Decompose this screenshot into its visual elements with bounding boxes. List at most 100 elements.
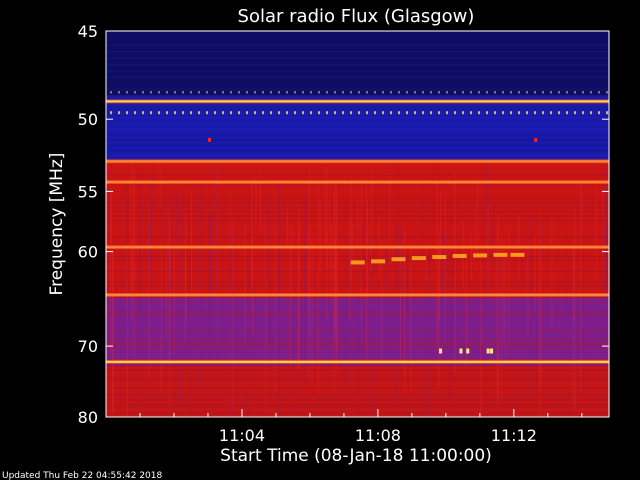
time-streak bbox=[436, 176, 438, 348]
interference-dot bbox=[374, 111, 376, 115]
interference-dot bbox=[598, 111, 600, 115]
burst-segment bbox=[350, 260, 365, 265]
time-streak bbox=[433, 162, 435, 249]
time-streak bbox=[131, 238, 133, 324]
interference-dot bbox=[486, 91, 488, 94]
channel-line bbox=[106, 353, 609, 355]
interference-dot bbox=[294, 91, 296, 94]
channel-line bbox=[106, 288, 609, 290]
time-streak bbox=[209, 217, 211, 331]
interference-dot bbox=[398, 111, 400, 115]
time-streak bbox=[268, 209, 270, 344]
time-streak bbox=[474, 203, 476, 273]
time-streak bbox=[540, 211, 542, 388]
time-streak bbox=[407, 221, 409, 317]
channel-line bbox=[106, 394, 609, 396]
interference-dot bbox=[382, 91, 384, 94]
time-streak bbox=[317, 172, 319, 394]
channel-line bbox=[106, 252, 609, 254]
interference-dot bbox=[190, 91, 192, 94]
time-streak bbox=[551, 217, 553, 332]
interference-dot bbox=[438, 91, 440, 94]
interference-dot bbox=[174, 111, 176, 115]
time-streak bbox=[438, 242, 440, 321]
interference-dot bbox=[494, 91, 496, 94]
time-streak bbox=[427, 250, 429, 417]
time-streak bbox=[319, 201, 321, 274]
channel-line bbox=[106, 123, 609, 125]
channel-line bbox=[106, 174, 609, 176]
interference-dot bbox=[462, 91, 464, 94]
time-streak bbox=[503, 240, 505, 342]
channel-line bbox=[106, 37, 609, 40]
channel-line bbox=[106, 403, 609, 405]
time-streak bbox=[255, 174, 257, 224]
channel-line bbox=[106, 134, 609, 136]
burst-segment bbox=[473, 253, 488, 258]
y-axis-label: Frequency [MHz] bbox=[47, 153, 67, 296]
bright-dot bbox=[490, 348, 494, 354]
interference-dot bbox=[430, 111, 432, 115]
channel-line bbox=[106, 358, 609, 360]
time-streak bbox=[112, 245, 114, 413]
time-streak bbox=[336, 192, 338, 346]
interference-dot bbox=[478, 111, 480, 115]
interference-dot bbox=[358, 91, 360, 94]
interference-dot bbox=[574, 91, 576, 94]
time-streak bbox=[404, 227, 406, 395]
time-streak bbox=[126, 184, 128, 353]
interference-dot bbox=[534, 111, 536, 115]
burst-segment bbox=[391, 257, 406, 262]
time-streak bbox=[581, 192, 583, 235]
channel-line bbox=[106, 64, 609, 66]
channel-line bbox=[106, 396, 609, 398]
time-streak bbox=[454, 172, 456, 373]
time-streak bbox=[133, 176, 135, 362]
interference-dot bbox=[390, 111, 392, 115]
time-streak bbox=[230, 213, 232, 322]
burst-segment bbox=[432, 255, 447, 260]
time-streak bbox=[173, 250, 175, 354]
time-streak bbox=[163, 182, 165, 247]
interference-dot bbox=[302, 111, 304, 115]
interference-dot bbox=[470, 91, 472, 94]
time-streak bbox=[334, 239, 336, 340]
time-streak bbox=[396, 161, 398, 293]
bright-line bbox=[106, 160, 609, 163]
time-streak bbox=[274, 193, 276, 392]
time-streak bbox=[231, 219, 233, 408]
time-streak bbox=[602, 194, 604, 266]
channel-line bbox=[106, 379, 609, 381]
time-streak bbox=[138, 223, 140, 403]
time-streak bbox=[329, 180, 331, 269]
time-streak bbox=[107, 168, 109, 303]
time-streak bbox=[487, 204, 489, 299]
channel-line bbox=[106, 405, 609, 408]
channel-line bbox=[106, 274, 609, 276]
time-streak bbox=[440, 192, 442, 262]
interference-dot bbox=[158, 111, 160, 115]
time-streak bbox=[567, 251, 569, 329]
interference-dot bbox=[326, 111, 328, 115]
channel-line bbox=[106, 244, 609, 246]
time-streak bbox=[265, 213, 267, 414]
time-streak bbox=[147, 223, 149, 265]
x-tick-label: 11:12 bbox=[491, 426, 537, 445]
time-streak bbox=[357, 195, 359, 270]
channel-line bbox=[106, 224, 609, 226]
channel-line bbox=[106, 202, 609, 204]
channel-line bbox=[106, 57, 609, 59]
time-streak bbox=[183, 196, 185, 259]
time-streak bbox=[444, 196, 446, 342]
channel-line bbox=[106, 154, 609, 157]
time-streak bbox=[366, 201, 368, 299]
bright-line bbox=[106, 246, 609, 249]
interference-dot bbox=[550, 91, 552, 94]
channel-line bbox=[106, 333, 609, 335]
time-streak bbox=[229, 196, 231, 246]
interference-dot bbox=[214, 111, 216, 115]
interference-dot bbox=[518, 91, 520, 94]
interference-dot bbox=[230, 111, 232, 115]
y-tick-label: 60 bbox=[78, 243, 98, 262]
interference-dot bbox=[606, 111, 608, 115]
